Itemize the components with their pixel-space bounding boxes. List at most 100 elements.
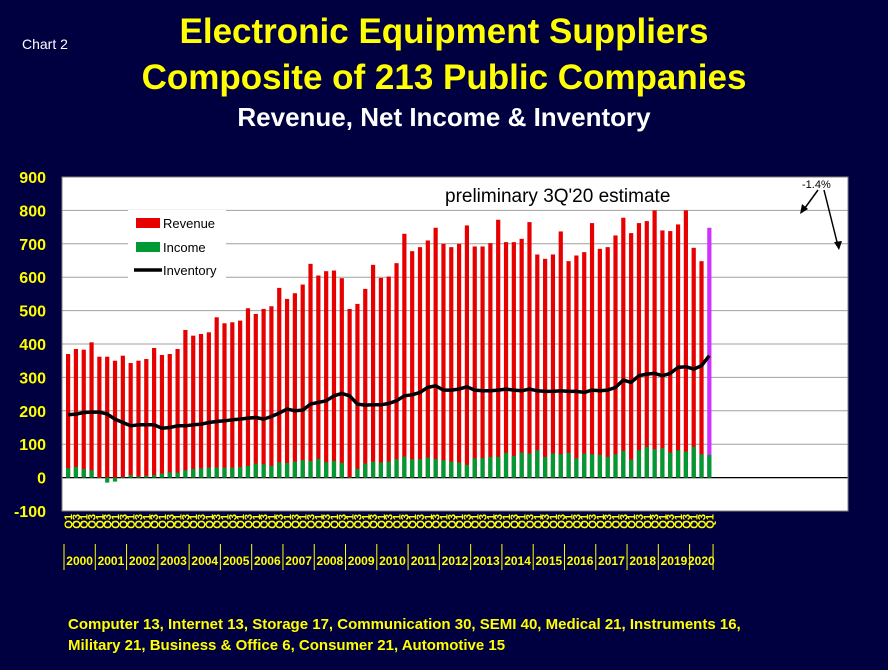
revenue-bar [558, 231, 563, 478]
y-tick-label: 200 [19, 404, 46, 421]
revenue-bar [159, 355, 165, 478]
revenue-bar [97, 356, 102, 478]
x-tick-quarter-label: Q1 [173, 514, 185, 529]
income-bar [519, 452, 524, 478]
revenue-bar [613, 235, 618, 478]
income-bar [558, 454, 563, 478]
revenue-bar [120, 355, 125, 478]
x-tick-quarter-label: Q1 [126, 514, 138, 529]
chart-tag: Chart 2 [22, 36, 68, 52]
revenue-bar [417, 247, 423, 478]
arrow-head-right [834, 241, 842, 250]
income-bar [636, 450, 642, 478]
x-tick-quarter-label: Q3 [509, 514, 521, 529]
revenue-bar [464, 225, 470, 478]
income-bar [355, 468, 360, 478]
income-bar [363, 463, 368, 478]
x-tick-quarter-label: Q1 [532, 514, 544, 529]
income-bar [277, 462, 282, 478]
revenue-bar [339, 278, 344, 478]
income-bar [128, 474, 133, 478]
x-tick-quarter-label: Q3 [524, 514, 536, 529]
x-tick-quarter-label: Q1 [313, 514, 325, 529]
x-tick-quarter-label: Q3 [618, 514, 630, 529]
income-bar [339, 462, 344, 478]
x-tick-quarter-label: Q3 [243, 514, 255, 529]
revenue-bar [308, 263, 313, 478]
income-bar [425, 457, 430, 478]
revenue-bar [699, 261, 704, 478]
x-tick-year-label: 2012 [442, 554, 469, 568]
revenue-bar [691, 247, 696, 478]
x-tick-quarter-label: Q3 [259, 514, 271, 529]
x-tick-quarter-label: Q3 [321, 514, 333, 529]
income-bar [613, 454, 618, 478]
income-bar [269, 465, 274, 478]
revenue-bar [543, 258, 548, 478]
x-tick-quarter-label: Q3 [165, 514, 177, 529]
revenue-bar [300, 284, 305, 478]
revenue-bar [105, 356, 110, 478]
x-tick-quarter-label: Q3 [571, 514, 583, 529]
y-tick-label: 900 [19, 170, 46, 187]
annotation-estimate: preliminary 3Q'20 estimate [445, 186, 670, 207]
income-bar [417, 459, 423, 478]
revenue-bar [449, 247, 454, 478]
income-bar [543, 456, 548, 478]
revenue-bar [316, 275, 321, 478]
revenue-bar [175, 349, 180, 478]
x-tick-quarter-label: Q1 [220, 514, 232, 529]
x-tick-quarter-label: Q1 [63, 514, 75, 529]
x-tick-year-label: 2016 [567, 554, 594, 568]
x-tick-quarter-label: Q3 [227, 514, 239, 529]
income-bar [331, 460, 337, 478]
income-bar [449, 461, 454, 478]
income-bar [292, 461, 297, 478]
revenue-bar [605, 247, 610, 478]
x-tick-year-label: 2008 [317, 554, 344, 568]
x-tick-quarter-label: Q1 [673, 514, 685, 529]
income-bar [668, 452, 673, 478]
x-tick-year-label: 2003 [160, 554, 187, 568]
revenue-bar [136, 360, 141, 478]
income-bar [370, 461, 376, 478]
footer-line2: Military 21, Business & Office 6, Consum… [68, 637, 506, 654]
y-tick-label: 500 [19, 304, 46, 321]
revenue-bar [652, 210, 657, 478]
income-bar [89, 470, 94, 478]
income-bar [691, 446, 696, 478]
x-tick-year-label: 2017 [598, 554, 625, 568]
x-tick-quarter-label: Q1 [157, 514, 169, 529]
x-tick-quarter-label: Q3 [118, 514, 130, 529]
revenue-bar [410, 251, 415, 478]
x-tick-quarter-label: Q3 [478, 514, 490, 529]
x-tick-quarter-label: Q3 [399, 514, 411, 529]
income-bar [683, 451, 688, 478]
plot-border [61, 176, 849, 512]
y-tick-label: -100 [14, 504, 46, 521]
income-bar [73, 466, 79, 478]
revenue-bar [167, 354, 172, 478]
x-tick-quarter-label: Q3 [665, 514, 677, 529]
revenue-bar [261, 308, 266, 478]
x-tick-year-label: 2010 [379, 554, 406, 568]
income-bar [582, 453, 587, 478]
x-tick-year-label: 2005 [223, 554, 250, 568]
x-tick-quarter-label: Q3 [384, 514, 396, 529]
income-bar [238, 466, 243, 478]
revenue-bar [253, 313, 258, 478]
revenue-bar [284, 298, 290, 478]
income-bar [300, 460, 305, 478]
x-tick-year-label: 2015 [535, 554, 562, 568]
revenue-bar [238, 320, 243, 478]
arrow-head-left [800, 204, 808, 214]
legend-swatch-income [136, 242, 160, 252]
income-bar [66, 468, 71, 478]
income-bar [261, 464, 266, 478]
income-bar [410, 459, 415, 478]
income-bar [230, 467, 235, 478]
income-bar [644, 446, 649, 478]
x-tick-year-label: 2004 [191, 554, 218, 568]
revenue-bar [355, 303, 360, 478]
revenue-bar [214, 317, 219, 478]
